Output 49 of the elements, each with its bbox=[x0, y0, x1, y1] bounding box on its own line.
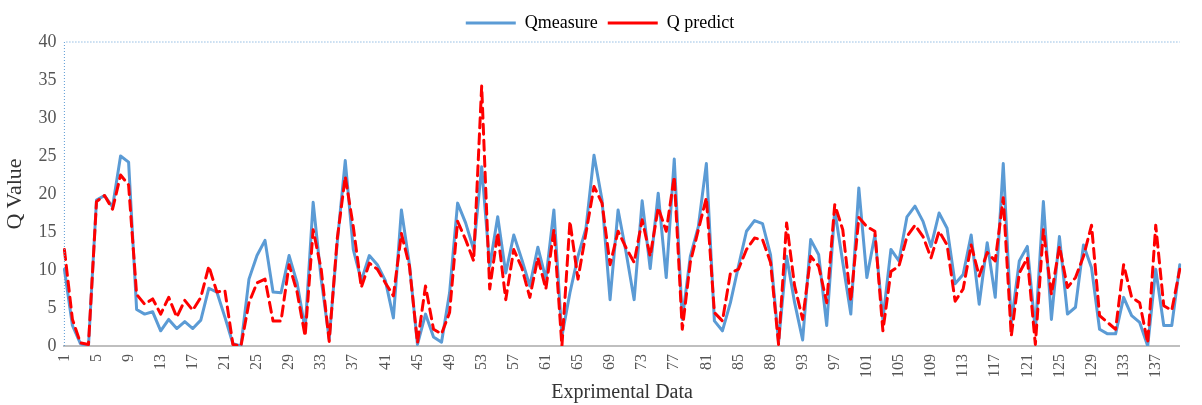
x-tick-label: 117 bbox=[985, 354, 1003, 378]
x-tick-label: 137 bbox=[1145, 354, 1163, 378]
x-tick-label: 45 bbox=[407, 354, 425, 370]
x-tick-label: 133 bbox=[1113, 354, 1131, 378]
y-tick-label: 35 bbox=[38, 68, 57, 89]
y-tick-label: 40 bbox=[38, 30, 57, 51]
x-tick-label: 25 bbox=[247, 354, 265, 370]
x-tick-label: 85 bbox=[728, 354, 746, 370]
y-tick-label: 5 bbox=[47, 296, 57, 317]
x-tick-label: 1 bbox=[54, 354, 72, 362]
x-tick-label: 9 bbox=[118, 354, 136, 362]
x-tick-label: 89 bbox=[760, 354, 778, 370]
x-tick-label: 109 bbox=[921, 354, 939, 378]
x-tick-label: 65 bbox=[568, 354, 586, 370]
x-tick-label: 49 bbox=[439, 354, 457, 370]
x-axis-title: Exprimental Data bbox=[551, 380, 694, 404]
x-tick-label: 61 bbox=[536, 354, 554, 370]
y-axis-title: Q Value bbox=[0, 158, 26, 230]
x-tick-label: 129 bbox=[1081, 354, 1099, 378]
x-tick-label: 93 bbox=[792, 354, 810, 370]
legend-label: Qmeasure bbox=[524, 11, 598, 32]
y-tick-label: 20 bbox=[38, 182, 57, 203]
x-tick-label: 81 bbox=[696, 354, 714, 370]
x-tick-label: 41 bbox=[375, 354, 393, 370]
x-tick-label: 21 bbox=[215, 354, 233, 370]
x-tick-label: 33 bbox=[311, 354, 329, 370]
y-tick-label: 30 bbox=[38, 106, 57, 127]
x-tick-label: 69 bbox=[600, 354, 618, 370]
x-tick-label: 105 bbox=[889, 354, 907, 378]
x-tick-label: 125 bbox=[1049, 354, 1067, 378]
x-tick-label: 77 bbox=[664, 354, 682, 370]
x-tick-label: 73 bbox=[632, 354, 650, 370]
x-tick-label: 53 bbox=[471, 354, 489, 370]
x-tick-label: 121 bbox=[1017, 354, 1035, 378]
x-tick-label: 37 bbox=[343, 354, 361, 370]
y-tick-label: 25 bbox=[38, 144, 57, 165]
y-tick-label: 15 bbox=[38, 220, 57, 241]
x-tick-label: 97 bbox=[824, 354, 842, 370]
x-tick-label: 113 bbox=[953, 354, 971, 378]
x-tick-label: 57 bbox=[503, 354, 521, 370]
x-tick-label: 13 bbox=[150, 354, 168, 370]
y-tick-label: 10 bbox=[38, 258, 57, 279]
x-tick-label: 29 bbox=[279, 354, 297, 370]
legend-label: Q predict bbox=[666, 11, 735, 32]
x-tick-label: 101 bbox=[857, 354, 875, 378]
y-tick-label: 0 bbox=[47, 334, 57, 355]
line-series bbox=[62, 84, 1182, 346]
x-tick-label: 17 bbox=[182, 354, 200, 370]
x-tick-label: 5 bbox=[86, 354, 104, 362]
